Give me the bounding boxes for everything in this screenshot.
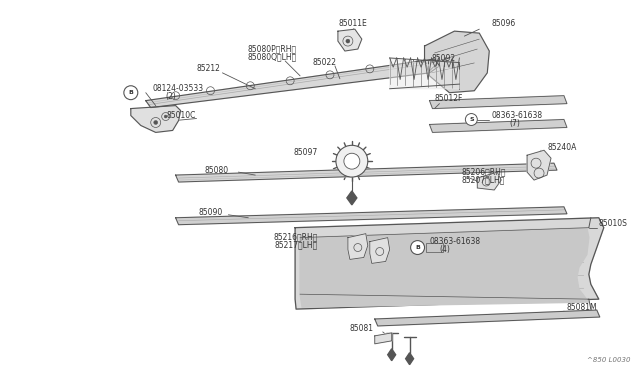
Text: 85022: 85022 [313, 58, 337, 67]
Text: S: S [469, 117, 474, 122]
Text: 85212: 85212 [196, 64, 220, 73]
Polygon shape [300, 228, 589, 307]
Circle shape [344, 153, 360, 169]
Text: (4): (4) [440, 245, 451, 254]
Text: 85206〈RH〉: 85206〈RH〉 [461, 168, 506, 177]
Polygon shape [295, 218, 604, 309]
Circle shape [154, 121, 157, 125]
Text: 85096: 85096 [492, 19, 515, 28]
Text: 85240A: 85240A [547, 143, 577, 152]
Polygon shape [527, 150, 551, 180]
Text: B: B [129, 90, 133, 95]
Polygon shape [338, 29, 362, 51]
Text: 85081M: 85081M [567, 302, 598, 312]
Text: 85207〈LH〉: 85207〈LH〉 [461, 176, 505, 185]
Text: B: B [415, 245, 420, 250]
Polygon shape [424, 31, 489, 93]
Circle shape [336, 145, 368, 177]
Text: 85080Q〈LH〉: 85080Q〈LH〉 [248, 52, 297, 61]
Polygon shape [348, 234, 368, 259]
Text: 85010C: 85010C [166, 111, 196, 120]
Text: 08363-61638: 08363-61638 [429, 237, 481, 246]
Polygon shape [370, 238, 390, 263]
Text: 85217〈LH〉: 85217〈LH〉 [275, 240, 318, 249]
Text: 85012F: 85012F [435, 94, 463, 103]
Text: 85216〈RH〉: 85216〈RH〉 [274, 232, 318, 241]
Circle shape [124, 86, 138, 100]
Text: 85081: 85081 [350, 324, 374, 333]
Text: 85092: 85092 [431, 54, 456, 64]
Text: ^850 L0030: ^850 L0030 [587, 357, 630, 363]
Polygon shape [146, 59, 440, 108]
Bar [426, 243, 444, 253]
Polygon shape [131, 106, 180, 132]
Text: 85011E: 85011E [339, 19, 367, 28]
Polygon shape [175, 207, 567, 225]
Polygon shape [375, 310, 600, 326]
Text: 08363-61638: 08363-61638 [492, 111, 542, 120]
Text: 85080: 85080 [204, 166, 228, 174]
Circle shape [411, 241, 424, 254]
Circle shape [465, 113, 477, 125]
Text: 08124-03533: 08124-03533 [153, 84, 204, 93]
Polygon shape [375, 333, 392, 344]
Polygon shape [347, 191, 357, 205]
Text: 85080P〈RH〉: 85080P〈RH〉 [248, 45, 297, 54]
Polygon shape [406, 353, 413, 365]
Polygon shape [429, 96, 567, 109]
Polygon shape [390, 58, 460, 89]
Polygon shape [388, 349, 396, 361]
Text: 85090: 85090 [198, 208, 223, 217]
Polygon shape [429, 119, 567, 132]
Polygon shape [477, 172, 501, 190]
Circle shape [346, 39, 350, 43]
Text: (7): (7) [509, 119, 520, 128]
Text: 85097: 85097 [294, 148, 318, 157]
Text: (2): (2) [166, 92, 177, 101]
Text: 85010S: 85010S [599, 219, 628, 228]
Circle shape [164, 115, 167, 118]
Polygon shape [175, 163, 557, 182]
